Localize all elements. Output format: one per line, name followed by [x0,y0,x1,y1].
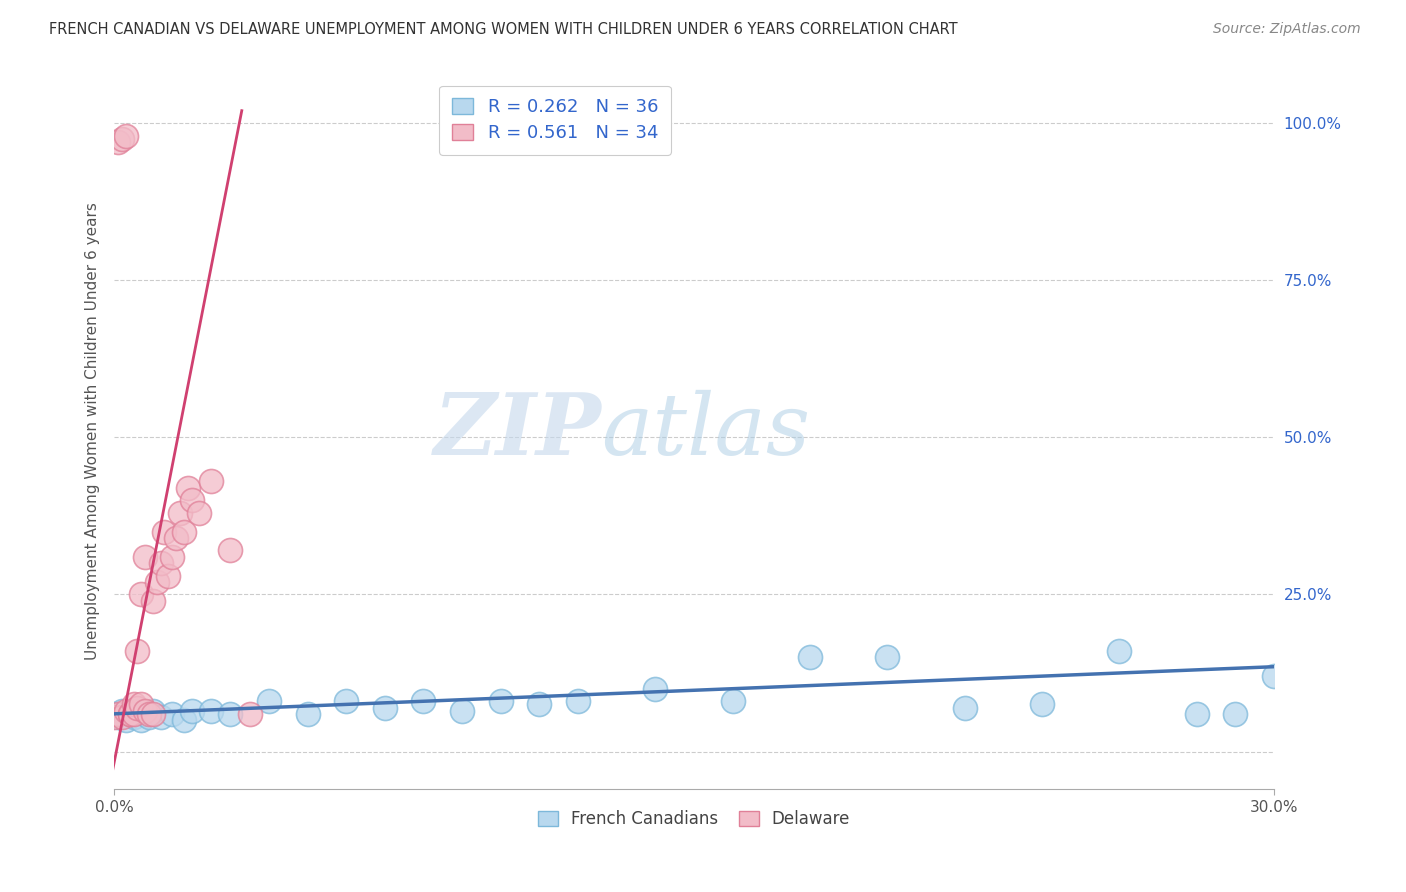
Point [114,713,136,727]
Point [953,700,976,714]
Point [107,706,129,721]
Point [142,704,165,718]
Point [134,549,156,564]
Point [138,706,160,721]
Point [1263,669,1285,683]
Point [134,704,156,718]
Point [412,694,434,708]
Point [176,481,198,495]
Text: ZIP: ZIP [433,389,602,473]
Point [122,706,145,721]
Point [1108,644,1130,658]
Point [138,710,160,724]
Point [114,128,136,143]
Point [188,506,211,520]
Point [567,694,589,708]
Text: FRENCH CANADIAN VS DELAWARE UNEMPLOYMENT AMONG WOMEN WITH CHILDREN UNDER 6 YEARS: FRENCH CANADIAN VS DELAWARE UNEMPLOYMENT… [49,22,957,37]
Point [200,704,222,718]
Point [107,135,129,149]
Point [721,694,744,708]
Point [180,704,202,718]
Point [149,556,172,570]
Point [335,694,357,708]
Point [142,593,165,607]
Point [103,710,125,724]
Point [451,704,474,718]
Point [157,568,180,582]
Point [257,694,280,708]
Point [107,710,129,724]
Point [644,681,666,696]
Point [165,531,187,545]
Point [103,706,125,721]
Point [111,710,134,724]
Point [238,706,260,721]
Point [122,710,145,724]
Point [129,698,152,712]
Point [127,644,149,658]
Point [297,706,319,721]
Point [111,132,134,146]
Point [149,710,172,724]
Text: Source: ZipAtlas.com: Source: ZipAtlas.com [1213,22,1361,37]
Point [153,524,176,539]
Point [374,700,396,714]
Point [160,549,183,564]
Point [118,706,141,721]
Y-axis label: Unemployment Among Women with Children Under 6 years: Unemployment Among Women with Children U… [86,202,100,660]
Point [111,704,134,718]
Point [145,574,167,589]
Point [489,694,512,708]
Point [118,706,141,721]
Point [180,493,202,508]
Point [1185,706,1208,721]
Point [142,706,165,721]
Point [129,713,152,727]
Point [876,650,898,665]
Point [134,706,156,721]
Point [219,543,242,558]
Legend: French Canadians, Delaware: French Canadians, Delaware [531,804,856,835]
Point [122,698,145,712]
Point [160,706,183,721]
Point [127,704,149,718]
Point [1225,706,1247,721]
Point [127,700,149,714]
Point [114,704,136,718]
Text: atlas: atlas [602,390,810,473]
Point [173,524,195,539]
Point [173,713,195,727]
Point [200,475,222,489]
Point [1031,698,1053,712]
Point [219,706,242,721]
Point [129,587,152,601]
Point [799,650,821,665]
Point [169,506,191,520]
Point [118,706,141,721]
Point [529,698,551,712]
